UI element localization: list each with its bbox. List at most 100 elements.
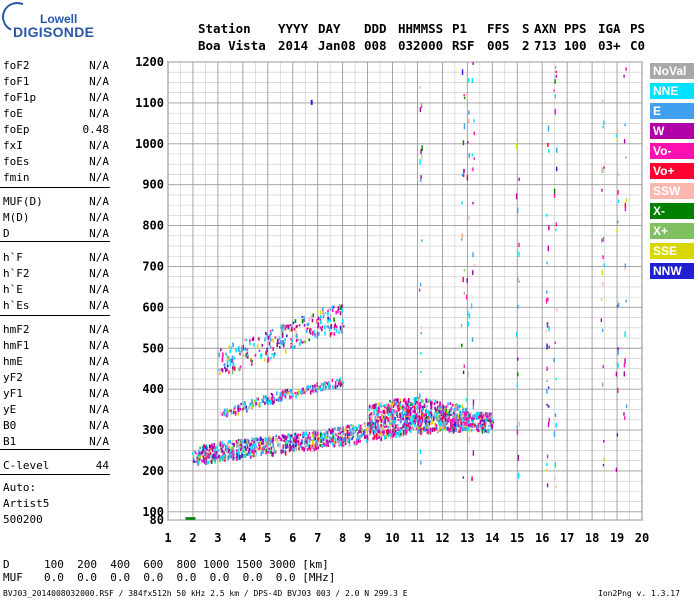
echo-point [411,403,414,407]
echo-point [237,440,239,443]
echo-point [268,399,270,403]
echo-point [287,439,290,444]
echo-point [240,445,243,449]
echo-point [303,437,306,441]
x-tick-label: 8 [339,531,346,545]
echo-point [281,393,284,397]
echo-point [380,427,383,432]
echo-point [280,438,283,442]
echo-point [231,355,234,361]
echo-point [428,416,431,420]
echo-point [324,331,326,336]
noise-point [601,270,604,276]
echo-point [459,404,462,408]
echo-point [269,345,272,349]
echo-point [459,428,462,433]
echo-point [326,441,329,446]
echo-point [379,419,382,424]
echo-point [223,412,225,417]
echo-point [311,331,314,336]
echo-point [226,449,228,453]
noise-point [466,294,468,300]
echo-point [394,426,397,429]
echo-point [386,407,388,410]
echo-point [305,431,307,436]
echo-point [204,457,207,460]
noise-point [472,252,474,258]
noise-point [555,222,557,227]
noise-point [515,193,518,200]
echo-point [365,430,367,434]
echo-point [272,436,275,441]
echo-point [488,424,490,427]
echo-point [302,390,305,395]
echo-point [192,455,195,458]
echo-point [280,324,283,329]
echo-point [289,436,292,439]
param-label: foF1p [3,91,37,104]
echo-point [323,325,326,330]
echo-point [389,422,391,425]
echo-point [312,313,315,317]
noise-point [602,281,604,287]
echo-point [383,410,386,414]
echo-point [339,305,342,308]
echo-point [229,447,231,450]
param-label: hmE [3,355,23,368]
echo-point [272,452,274,457]
echo-point [378,427,381,431]
echo-point [362,430,365,434]
echo-point [292,392,294,398]
echo-point [321,444,324,447]
echo-point [422,399,425,403]
echo-point [334,435,337,440]
echo-point [440,405,442,410]
distance-values: 100 200 400 600 800 1000 1500 3000 [km] [44,558,329,571]
echo-point [269,440,272,444]
echo-point [286,334,288,338]
echo-point [308,438,311,442]
echo-point [457,429,460,432]
echo-point [435,416,438,422]
noise-point [515,331,518,337]
echo-point [332,305,335,309]
echo-point [437,415,439,417]
echo-point [438,409,441,414]
echo-point [486,429,488,433]
x-tick-label: 1 [164,531,171,545]
y-tick-label: 200 [142,464,164,478]
echo-point [343,436,346,442]
echo-point [465,417,468,422]
echo-point [357,432,359,435]
echo-point [440,426,443,430]
noise-point [516,425,518,429]
echo-point [204,447,207,453]
echo-point [275,399,278,401]
echo-point [477,415,480,419]
echo-point [226,364,229,368]
echo-point [326,439,328,443]
echo-point [451,422,454,428]
echo-point [415,418,417,421]
echo-point [267,357,270,362]
noise-point [461,343,463,348]
echo-point [383,430,385,435]
echo-point [395,430,397,435]
param-label: foEp [3,123,30,136]
echo-point [450,413,452,416]
echo-point [462,413,464,418]
x-tick-label: 20 [635,531,649,545]
echo-point [428,399,430,403]
echo-point [274,450,276,454]
echo-point [247,451,249,457]
echo-point [402,430,405,433]
echo-point [311,444,313,450]
echo-point [438,415,441,419]
echo-point [407,409,410,414]
echo-point [375,413,378,418]
echo-point [419,427,421,430]
echo-point [475,424,478,429]
echo-point [335,328,338,333]
param-row-fof1: foF1 N/A [3,74,109,90]
echo-point [311,439,313,442]
